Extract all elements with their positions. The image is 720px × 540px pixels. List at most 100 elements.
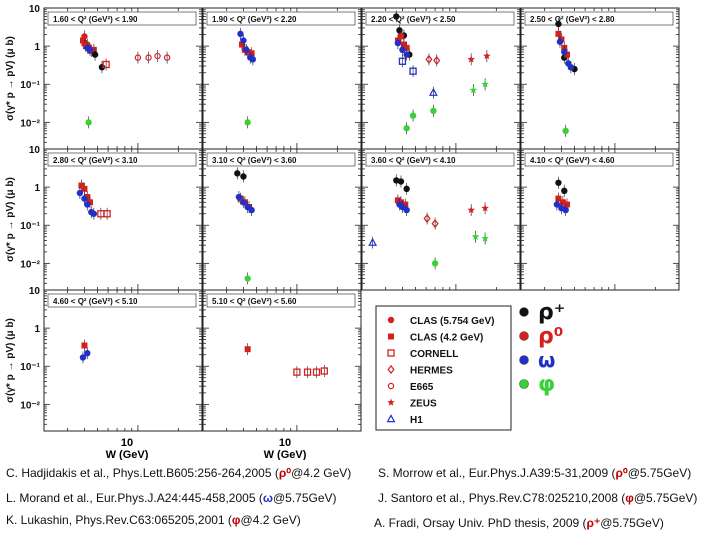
panel-label: 4.10 < Q² (GeV²) < 4.60 xyxy=(530,156,615,165)
data-point xyxy=(431,260,439,267)
data-point xyxy=(555,30,562,37)
data-point xyxy=(403,44,410,51)
panel-label-box xyxy=(206,152,356,167)
data-point xyxy=(481,234,489,242)
data-point xyxy=(234,170,241,177)
data-point xyxy=(481,80,489,88)
data-point xyxy=(431,219,439,229)
legend-frame xyxy=(375,305,512,431)
legend-label: H1 xyxy=(410,415,423,426)
data-point xyxy=(368,237,378,246)
data-point xyxy=(240,199,247,206)
panel-frame xyxy=(43,148,203,291)
data-point xyxy=(84,201,91,208)
data-point xyxy=(430,107,437,115)
panel-label: 1.90 < Q² (GeV²) < 2.20 xyxy=(212,15,297,24)
data-point xyxy=(81,195,88,202)
y-tick-label: 10⁻² xyxy=(20,400,40,411)
panel-label: 3.60 < Q² (GeV²) < 4.10 xyxy=(371,156,456,165)
y-tick-label: 10⁻¹ xyxy=(20,80,40,91)
panel-2: 1.90 < Q² (GeV²) < 2.20 xyxy=(202,7,362,150)
panel-label: 5.10 < Q² (GeV²) < 5.60 xyxy=(212,297,297,306)
data-point xyxy=(483,52,491,60)
data-point xyxy=(249,56,257,63)
legend-marker xyxy=(387,364,395,375)
legend-marker xyxy=(386,414,396,423)
data-point xyxy=(87,199,94,206)
legend-label: E665 xyxy=(410,382,434,393)
citation-5-symbol: φ xyxy=(231,513,241,527)
legend-marker xyxy=(387,382,395,390)
data-point xyxy=(78,182,85,189)
panel-label: 2.20 < Q² (GeV²) < 2.50 xyxy=(371,15,456,24)
data-point xyxy=(235,193,243,201)
data-point xyxy=(103,210,111,218)
data-point xyxy=(90,46,97,53)
panel-label: 4.60 < Q² (GeV²) < 5.10 xyxy=(53,297,138,306)
panel-label-box xyxy=(47,152,197,167)
citation-3-symbol: ω xyxy=(262,491,273,505)
meson-marker xyxy=(519,307,529,317)
panel-label-box xyxy=(524,152,674,167)
x-tick-label-right: 10 xyxy=(279,437,291,449)
y-axis-label: σ(γ* p → pV) (μ b) xyxy=(5,318,16,403)
y-tick-label: 1 xyxy=(34,42,40,53)
data-point xyxy=(248,206,255,214)
data-point xyxy=(398,57,407,65)
data-point xyxy=(555,195,562,202)
legend-label: CLAS (5.754 GeV) xyxy=(410,316,494,327)
data-point xyxy=(561,187,568,195)
panel-frame xyxy=(202,148,362,291)
data-point xyxy=(163,54,171,61)
panel-label-box xyxy=(365,152,515,167)
data-point xyxy=(81,33,88,40)
meson-label: ρ⁺ xyxy=(538,300,565,325)
panel-label: 2.50 < Q² (GeV²) < 2.80 xyxy=(530,15,615,24)
figure: 10 1 10⁻¹ 10⁻² σ(γ* p → pV) (μ b) 10 1 10⁻¹ 10⁻²… xyxy=(5,4,680,460)
data-point xyxy=(553,201,561,208)
panel-label-box xyxy=(47,293,197,308)
panel-5: 2.80 < Q² (GeV²) < 3.10 xyxy=(43,148,203,291)
data-point xyxy=(76,189,84,197)
panel-frame xyxy=(361,7,521,150)
citation-4-symbol: φ xyxy=(625,491,634,505)
panel-frame xyxy=(43,289,203,432)
citation-6: A. Fradi, Orsay Univ. PhD thesis, 2009 (… xyxy=(374,516,664,530)
data-point xyxy=(561,48,568,56)
data-point xyxy=(244,119,251,126)
panel-frame xyxy=(43,7,203,150)
data-point xyxy=(244,346,251,353)
legend-label: CLAS (4.2 GeV) xyxy=(410,333,483,344)
panel-frame xyxy=(202,7,362,150)
x-tick-label-left: 10 xyxy=(121,437,133,449)
panel-label: 2.80 < Q² (GeV²) < 3.10 xyxy=(53,156,138,165)
data-point xyxy=(409,67,417,75)
panel-label-box xyxy=(524,11,674,26)
legend-marker xyxy=(387,398,395,406)
data-point xyxy=(402,201,409,208)
data-point xyxy=(90,210,98,217)
meson-marker xyxy=(519,331,529,341)
panel-frame xyxy=(520,148,680,291)
data-point xyxy=(91,51,99,58)
data-point xyxy=(320,367,328,375)
data-point xyxy=(134,54,142,61)
y-tick-label: 10⁻¹ xyxy=(20,362,40,373)
y-tick-label: 10⁻² xyxy=(20,118,40,129)
y-tick-label: 10 xyxy=(29,145,41,156)
data-point xyxy=(403,51,410,58)
data-point xyxy=(555,20,562,28)
data-point xyxy=(244,275,251,282)
y-axis-label: σ(γ* p → pV) (μ b) xyxy=(5,36,16,121)
data-point xyxy=(567,63,575,71)
data-point xyxy=(248,50,255,57)
data-point xyxy=(467,206,475,214)
citation-1: C. Hadjidakis et al., Phys.Lett.B605:256… xyxy=(6,466,352,480)
panel-label-box xyxy=(365,11,515,26)
legend-label: ZEUS xyxy=(410,399,437,410)
citation-1-symbol: ρ⁰ xyxy=(278,466,292,480)
panel-label: 3.10 < Q² (GeV²) < 3.60 xyxy=(212,156,297,165)
meson-marker xyxy=(519,379,529,389)
panel-frame xyxy=(361,148,521,291)
x-axis-label-left: W (GeV) xyxy=(106,449,149,460)
